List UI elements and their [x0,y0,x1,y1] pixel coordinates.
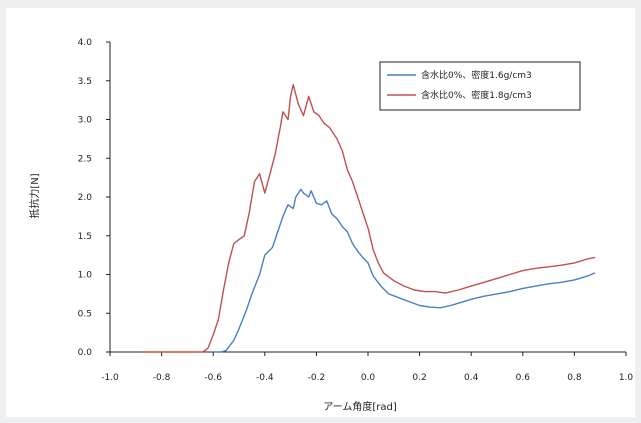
x-tick-label: -0.2 [308,373,326,383]
y-axis-title: 抵抗力[N] [28,173,41,218]
x-tick-label: -0.4 [256,373,274,383]
y-tick-label: 4.0 [78,38,93,48]
x-tick-label: 0.4 [464,373,479,383]
y-tick-label: 2.5 [78,154,92,164]
legend-label-1: 含水比0%、密度1.8g/cm3 [421,89,532,101]
legend-box [379,61,581,111]
x-tick-label: 0.8 [567,373,582,383]
series-line-0 [213,188,596,353]
y-tick-label: 1.5 [78,232,92,242]
axes: 0.0 0.5 1.0 1.5 2.0 2.5 3.0 3.5 4.0 -1.0 -0.8 -0.6 -… [78,38,634,383]
x-tick-label: -0.8 [153,373,171,383]
x-tick-label: 0.0 [361,373,376,383]
legend: 含水比0%、密度1.6g/cm3 含水比0%、密度1.8g/cm3 [379,61,581,111]
legend-label-0: 含水比0%、密度1.6g/cm3 [421,69,532,81]
y-tick-label: 0.5 [78,309,92,319]
y-tick-label: 0.0 [78,348,93,358]
x-tick-label: 1.0 [619,373,634,383]
y-tick-label: 3.0 [78,116,93,126]
y-tick-label: 2.0 [78,193,93,203]
y-tick-label: 1.0 [78,271,93,281]
x-tick-label: -1.0 [101,373,119,383]
x-tick-label: 0.2 [412,373,426,383]
x-tick-label: 0.6 [516,373,531,383]
series-line-1 [141,83,596,353]
y-tick-label: 3.5 [78,77,92,87]
x-axis-title: アーム角度[rad] [323,400,397,413]
x-tick-label: -0.6 [204,373,222,383]
series-layer [141,83,596,353]
